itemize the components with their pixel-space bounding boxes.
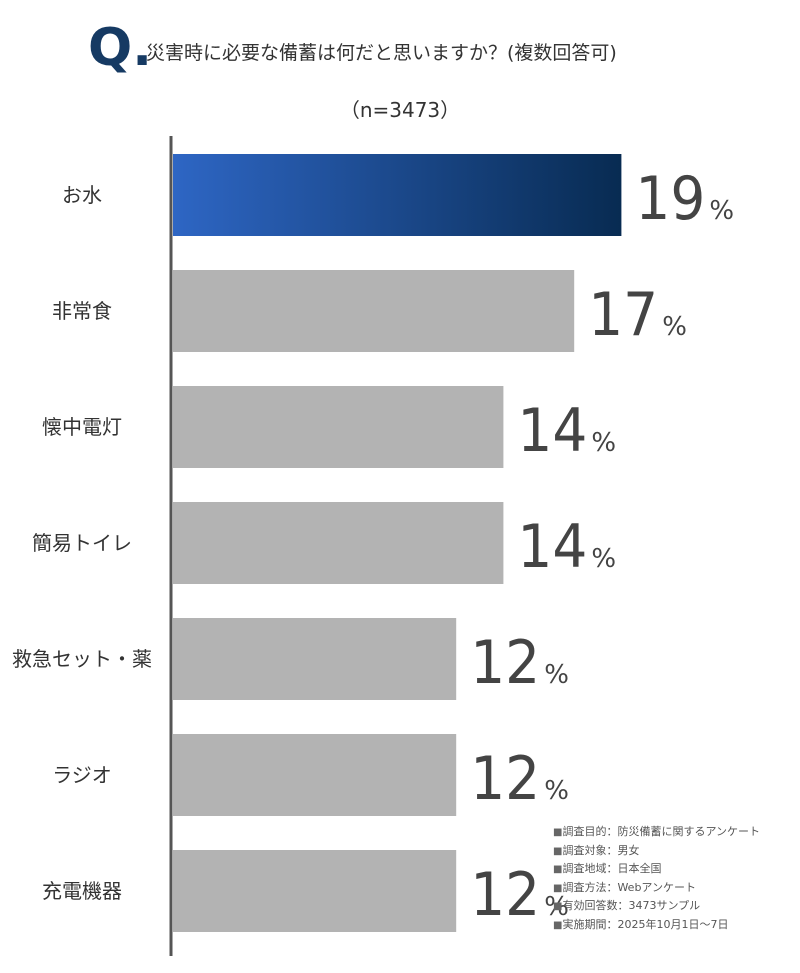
survey-notes: ■調査目的：防災備蓄に関するアンケート ■調査対象：男女 ■調査地域：日本全国 …	[553, 823, 760, 934]
value-label: 14%	[517, 396, 616, 466]
bar	[173, 618, 457, 700]
value-label: 19%	[635, 164, 734, 234]
bar	[173, 502, 504, 584]
category-label: ラジオ	[52, 763, 112, 787]
value-label: 12%	[470, 628, 569, 698]
value-label: 12%	[470, 744, 569, 814]
sample-size: （n=3473）	[339, 98, 461, 122]
category-label: 非常食	[52, 299, 112, 323]
category-label: 救急セット・薬	[12, 647, 152, 671]
question-title: 災害時に必要な備蓄は何だと思いますか？(複数回答可)	[146, 42, 617, 64]
square-bullet-icon: ■	[553, 864, 563, 875]
note-line: ■調査対象：男女	[553, 843, 640, 857]
value-label: 14%	[517, 512, 616, 582]
category-label: 充電機器	[42, 879, 122, 903]
note-line: ■調査目的：防災備蓄に関するアンケート	[553, 825, 761, 838]
square-bullet-icon: ■	[553, 919, 563, 931]
square-bullet-icon: ■	[553, 882, 563, 894]
note-line: ■有効回答数：3473サンプル	[553, 899, 701, 912]
value-label: 12%	[470, 860, 569, 930]
square-bullet-icon: ■	[553, 845, 563, 857]
bar	[173, 386, 504, 468]
bar	[173, 734, 457, 816]
square-bullet-icon: ■	[553, 901, 563, 912]
category-label: お水	[62, 183, 102, 207]
note-line: ■調査地域：日本全国	[553, 862, 662, 875]
square-bullet-icon: ■	[553, 827, 563, 838]
note-line: ■調査方法：Webアンケート	[553, 880, 696, 894]
bars-group: お水 19 % 非常食 17 % 懐中電灯 14 % 簡易トイレ 14 % 救急セット・薬 12 % ラジオ 1…	[12, 154, 734, 932]
category-label: 簡易トイレ	[32, 531, 132, 555]
note-line: ■実施期間：2025年10月1日～7日	[553, 917, 729, 931]
category-label: 懐中電灯	[42, 415, 122, 439]
value-label: 17%	[588, 280, 687, 350]
bar	[173, 850, 457, 932]
bar	[173, 154, 622, 236]
question-mark-label: Q.	[88, 18, 152, 78]
bar	[173, 270, 575, 352]
